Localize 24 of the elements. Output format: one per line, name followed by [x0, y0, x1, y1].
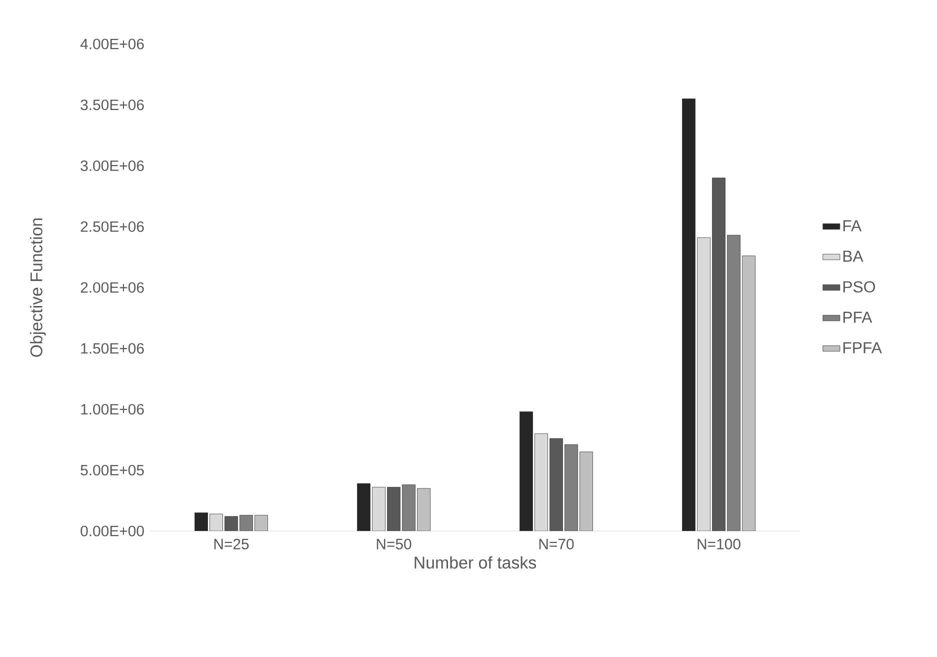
- legend-label: PSO: [843, 281, 875, 292]
- bar: [564, 444, 578, 531]
- x-axis-title: Number of tasks: [414, 556, 536, 569]
- legend-label: FA: [843, 220, 862, 232]
- x-tick-label: N=25: [214, 538, 249, 550]
- y-tick-label: 1.00E+06: [81, 404, 144, 415]
- x-tick-label: N=50: [376, 538, 412, 550]
- y-tick-label: 5.00E+05: [80, 464, 144, 476]
- x-tick-label: N=70: [539, 538, 574, 550]
- y-tick-label: 0.00E+00: [80, 526, 144, 536]
- y-tick-label: 2.50E+06: [80, 221, 144, 232]
- y-tick-label: 3.50E+06: [80, 100, 144, 110]
- y-tick-label: 4.00E+06: [80, 38, 144, 50]
- bar: [240, 514, 253, 531]
- y-tick-label: 1.50E+06: [81, 343, 144, 354]
- bar: [727, 234, 740, 531]
- legend-label: BA: [843, 250, 864, 262]
- legend-label: PFA: [843, 312, 872, 323]
- x-tick-label: N=100: [698, 538, 740, 550]
- legend-label: FPFA: [843, 342, 882, 354]
- y-tick-label: 3.00E+06: [80, 160, 144, 172]
- y-tick-label: 2.00E+06: [80, 282, 144, 293]
- y-axis-title: Objective Function: [30, 218, 46, 357]
- bar: [402, 484, 416, 531]
